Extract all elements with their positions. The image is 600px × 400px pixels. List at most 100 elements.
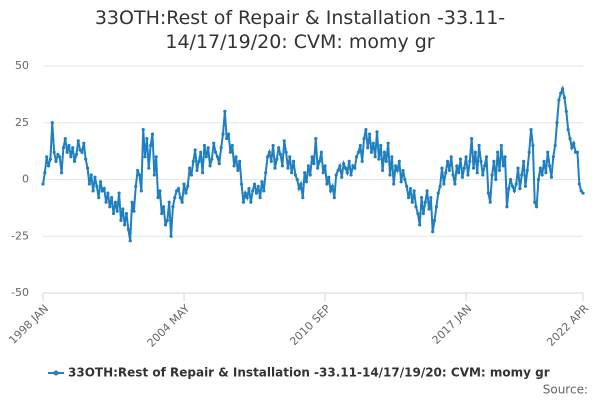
data-point — [570, 146, 574, 150]
data-point — [429, 196, 433, 200]
data-point — [267, 150, 271, 154]
data-point — [110, 196, 114, 200]
data-point — [479, 159, 483, 163]
data-point — [197, 159, 201, 163]
data-point — [111, 211, 116, 216]
data-point — [423, 200, 427, 204]
data-point — [58, 155, 62, 159]
data-point — [464, 155, 468, 159]
data-point — [342, 162, 346, 166]
data-point — [85, 166, 90, 170]
y-tick-label: -25 — [11, 229, 29, 242]
y-tick-label: 25 — [15, 116, 29, 129]
data-point — [104, 200, 108, 204]
data-point — [147, 166, 151, 170]
data-point — [533, 200, 537, 204]
legend-label: 33OTH:Rest of Repair & Installation -33.… — [68, 366, 550, 380]
data-point — [449, 155, 453, 159]
data-point — [557, 98, 561, 102]
data-point — [386, 141, 390, 145]
data-point — [150, 132, 155, 136]
data-point — [425, 189, 429, 193]
data-point — [204, 155, 208, 159]
data-point — [232, 164, 236, 168]
data-point — [241, 200, 246, 204]
data-point — [505, 205, 509, 209]
data-point — [542, 159, 546, 163]
data-point — [288, 155, 292, 159]
data-point — [369, 150, 374, 154]
y-tick-label: -50 — [11, 286, 29, 299]
data-point — [321, 171, 325, 175]
data-point — [503, 155, 507, 159]
data-point — [284, 150, 288, 154]
data-point — [228, 150, 233, 154]
data-point — [182, 182, 186, 186]
data-point — [97, 196, 101, 200]
data-point — [410, 200, 414, 204]
data-point — [477, 143, 481, 148]
data-point — [260, 180, 264, 184]
data-point — [46, 164, 51, 168]
data-point — [329, 189, 333, 193]
data-point — [136, 168, 140, 173]
data-point — [581, 191, 585, 195]
data-point — [575, 150, 580, 154]
data-point — [223, 109, 227, 113]
data-point — [512, 189, 516, 193]
data-point — [432, 218, 437, 222]
data-point — [186, 184, 190, 188]
data-point — [252, 182, 257, 186]
data-point — [371, 141, 375, 145]
data-point — [48, 157, 53, 161]
data-point — [169, 234, 173, 238]
x-tick-label: 2004 MAY — [145, 302, 193, 350]
data-point — [102, 186, 106, 191]
data-point — [349, 173, 353, 177]
data-point — [301, 196, 305, 200]
data-point — [555, 121, 559, 125]
data-point — [236, 168, 240, 173]
data-point — [264, 171, 268, 175]
data-point — [132, 209, 136, 213]
data-point — [356, 150, 361, 154]
data-point — [483, 164, 487, 168]
data-point — [308, 173, 312, 177]
data-point — [187, 166, 192, 170]
data-point — [93, 175, 97, 179]
data-point — [531, 143, 535, 148]
data-point — [403, 177, 407, 182]
data-point — [74, 152, 79, 157]
data-point — [163, 223, 168, 227]
data-point — [457, 171, 461, 175]
data-point — [176, 186, 181, 191]
data-point — [91, 189, 95, 193]
data-point — [466, 173, 470, 177]
data-point — [254, 191, 259, 195]
data-point — [431, 230, 435, 234]
data-point — [139, 189, 143, 193]
data-point — [173, 196, 177, 200]
data-point — [401, 168, 405, 173]
data-point — [319, 150, 323, 154]
data-point — [108, 205, 112, 209]
data-point — [392, 182, 396, 186]
data-point — [345, 171, 349, 175]
data-point — [63, 137, 67, 141]
data-point — [492, 159, 496, 163]
data-point — [522, 159, 526, 163]
data-point — [130, 200, 134, 204]
data-point — [373, 155, 377, 159]
data-point — [568, 137, 572, 141]
data-point — [323, 164, 327, 168]
data-point — [444, 171, 448, 175]
data-point — [462, 166, 466, 170]
data-point — [388, 173, 392, 177]
data-point — [497, 168, 502, 173]
data-point — [275, 157, 279, 161]
data-point — [149, 143, 153, 148]
y-tick-label: 0 — [22, 173, 29, 186]
data-point — [52, 150, 56, 154]
data-point — [494, 177, 498, 182]
data-point — [89, 173, 93, 177]
